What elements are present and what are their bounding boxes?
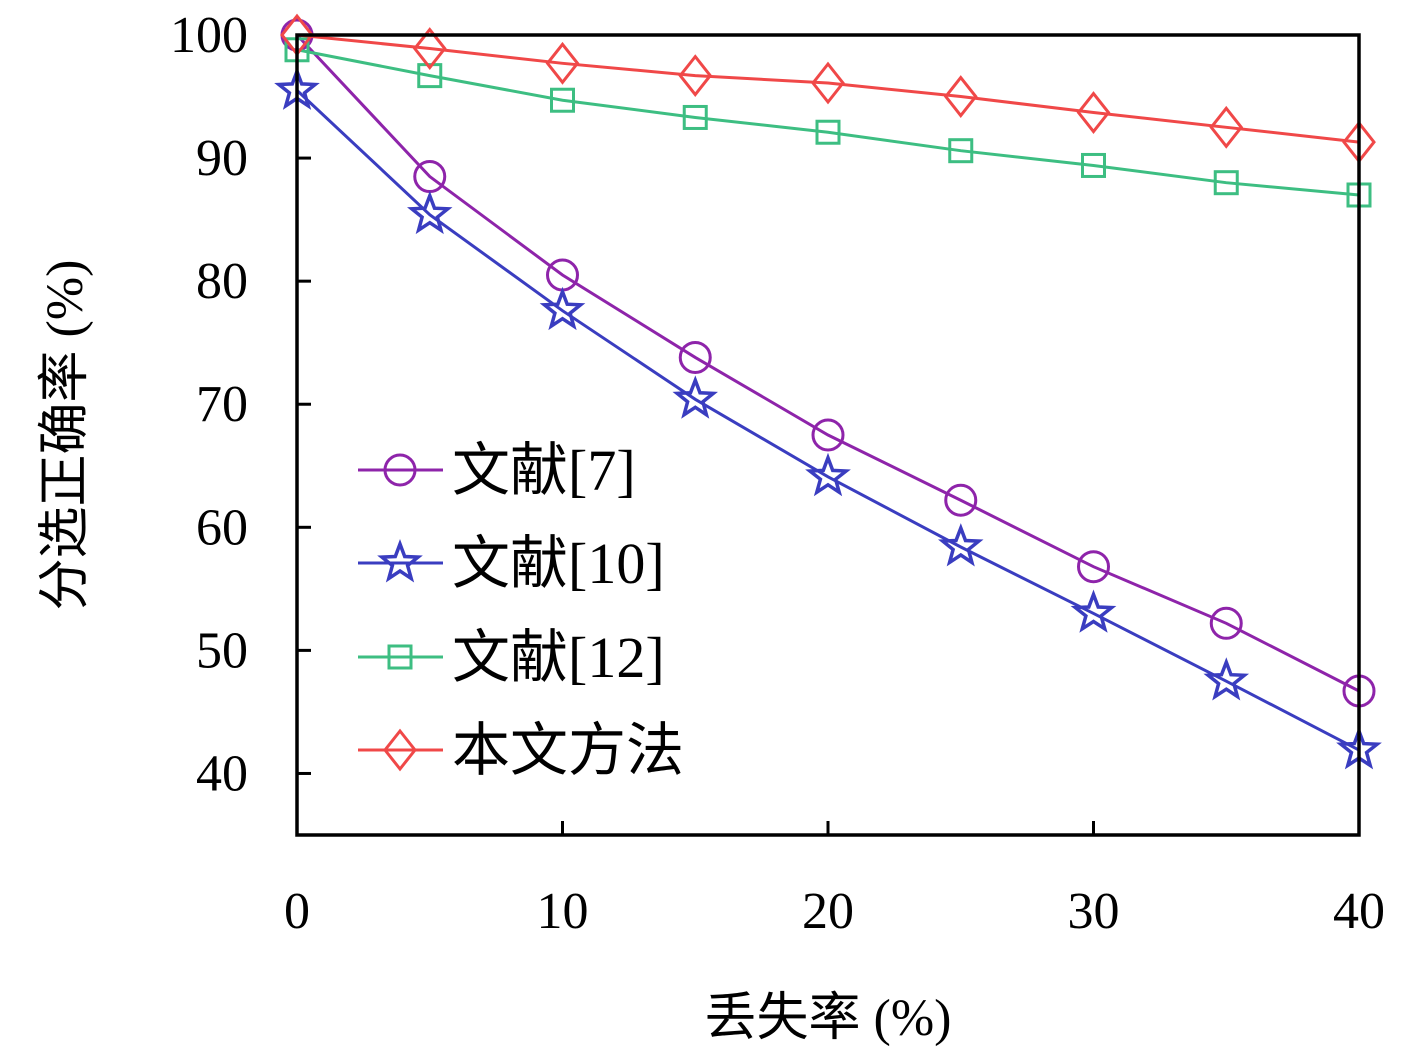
series-line — [295, 89, 1360, 752]
data-point-star — [938, 523, 984, 567]
y-tick-label: 50 — [196, 622, 248, 679]
legend-entry: 文献[7] — [358, 438, 636, 503]
y-tick-label: 100 — [170, 7, 248, 64]
data-point-star — [377, 539, 423, 583]
series-line — [296, 48, 1360, 197]
data-point-diamond — [811, 61, 845, 105]
legend-label: 本文方法 — [452, 718, 684, 783]
data-point-square — [387, 644, 413, 670]
data-point-diamond — [383, 728, 417, 772]
data-point-diamond — [545, 41, 580, 85]
x-tick-label: 0 — [284, 883, 310, 940]
x-tick-label: 40 — [1333, 883, 1385, 940]
data-point-diamond — [1076, 91, 1111, 134]
data-point-star — [1203, 657, 1250, 701]
data-point-star — [805, 452, 851, 497]
series-line — [295, 33, 1360, 693]
data-point-circle — [1209, 606, 1243, 640]
legend-entry: 文献[10] — [358, 531, 665, 596]
data-point-square — [1213, 170, 1239, 196]
data-point-circle — [811, 418, 845, 452]
data-point-square — [417, 63, 443, 89]
data-point-star — [672, 375, 718, 419]
data-point-square — [682, 104, 708, 130]
y-tick-label: 40 — [196, 745, 248, 802]
x-axis-label: 丢失率 (%) — [705, 990, 952, 1047]
series-3 — [280, 13, 1376, 164]
y-tick-label: 90 — [196, 130, 248, 187]
data-point-circle — [383, 453, 417, 487]
legend-label: 文献[7] — [452, 438, 636, 503]
data-point-diamond — [943, 75, 978, 118]
y-tick-label: 60 — [196, 499, 248, 556]
data-point-diamond — [1209, 105, 1244, 149]
series-0 — [280, 18, 1376, 708]
legend-label: 文献[10] — [452, 531, 665, 596]
data-point-square — [948, 138, 974, 164]
data-point-diamond — [678, 54, 713, 98]
data-point-star — [1070, 589, 1117, 633]
data-point-circle — [678, 340, 712, 374]
data-point-square — [550, 87, 575, 113]
data-point-star — [407, 190, 453, 235]
series-2 — [284, 37, 1372, 208]
data-point-star — [539, 286, 586, 331]
x-tick-label: 10 — [537, 883, 589, 940]
x-tick-label: 20 — [802, 883, 854, 940]
data-point-square — [1081, 152, 1106, 178]
data-point-circle — [944, 483, 978, 517]
legend-entry: 文献[12] — [358, 625, 665, 690]
legend: 文献[7] 文献[10] 文献[12] 本文方法 — [358, 438, 684, 783]
data-point-square — [815, 119, 841, 145]
legend-entry: 本文方法 — [358, 718, 684, 783]
data-point-circle — [1077, 550, 1110, 584]
legend-label: 文献[12] — [452, 625, 665, 690]
y-tick-label: 70 — [196, 376, 248, 433]
series-line — [296, 33, 1360, 144]
y-axis-label: 分选正确率 (%) — [37, 260, 94, 611]
y-tick-label: 80 — [196, 253, 248, 310]
data-point-diamond — [412, 27, 447, 70]
series-1 — [274, 66, 1382, 770]
x-tick-label: 30 — [1068, 883, 1120, 940]
